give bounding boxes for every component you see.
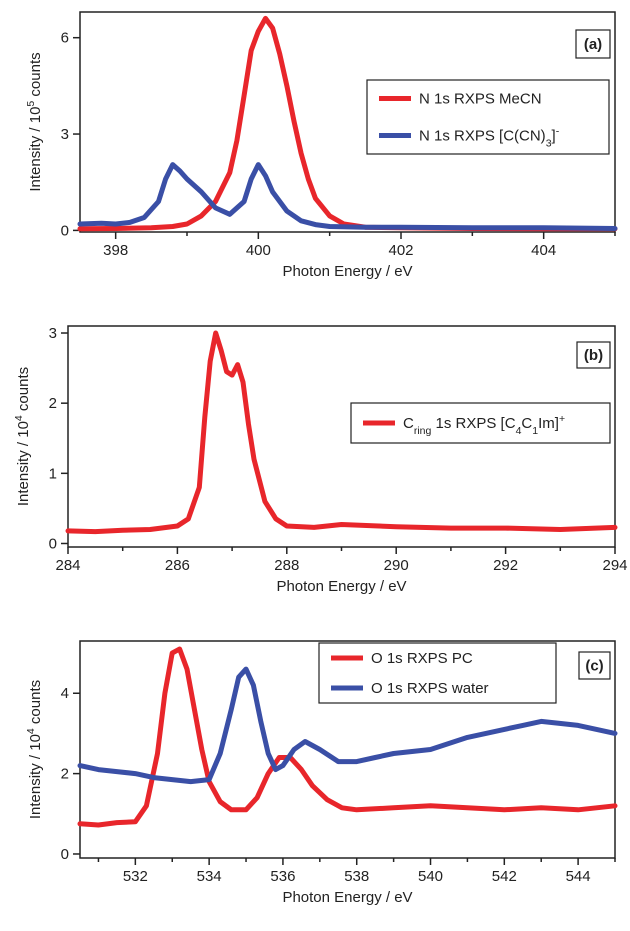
series-line-2 (77, 666, 618, 785)
x-tick-label: 290 (384, 557, 409, 574)
legend-box (318, 642, 557, 704)
x-tick-label: 288 (274, 557, 299, 574)
y-tick-label: 4 (61, 685, 69, 702)
x-tick-label: 540 (418, 868, 443, 885)
panel-tag-box (578, 651, 611, 680)
chart-panel-1: 398 400 402 404 0 3 6 Photon Energy / eV Intensi… (25, 11, 618, 280)
legend-label: O 1s RXPS water (371, 680, 489, 697)
x-tick-label: 542 (492, 868, 517, 885)
x-tick-label: 294 (602, 557, 627, 574)
y-tick-label: 0 (61, 222, 69, 239)
y-axis-label: Intensity / 104 counts (25, 680, 44, 819)
panel-tag: (b) (576, 341, 611, 369)
x-tick-label: 402 (388, 242, 413, 259)
panel-tag-box (575, 29, 611, 59)
legend: Cring 1s RXPS [C4C1Im]+ (350, 402, 611, 444)
panel-tag: (c) (578, 651, 611, 680)
y-tick-label: 0 (61, 846, 69, 863)
series-line-1 (65, 330, 618, 535)
y-tick-label: 2 (49, 395, 57, 412)
legend-label: Cring 1s RXPS [C4C1Im]+ (403, 413, 565, 437)
y-tick-label: 3 (61, 126, 69, 143)
panel-tag-label: (b) (584, 347, 603, 364)
x-tick-label: 544 (566, 868, 591, 885)
chart-panel-3: 532 534 536 538 540 542 544 0 2 4 Photon Energy / … (25, 640, 618, 906)
panel-tag-label: (a) (584, 36, 602, 53)
series-line-1 (77, 646, 618, 828)
x-tick-label: 534 (197, 868, 222, 885)
x-tick-label: 398 (103, 242, 128, 259)
x-tick-label: 284 (55, 557, 80, 574)
x-tick-label: 292 (493, 557, 518, 574)
x-tick-label: 538 (344, 868, 369, 885)
legend-label: N 1s RXPS MeCN (419, 91, 542, 108)
x-axis-label: Photon Energy / eV (282, 263, 412, 280)
legend-label: N 1s RXPS [C(CN)3]- (419, 126, 560, 150)
x-axis-label: Photon Energy / eV (282, 889, 412, 906)
x-tick-label: 400 (246, 242, 271, 259)
y-tick-label: 2 (61, 766, 69, 783)
y-axis-label: Intensity / 105 counts (25, 52, 44, 191)
legend: N 1s RXPS MeCN N 1s RXPS [C(CN)3]- (366, 79, 610, 155)
panel-tag-box (576, 341, 611, 369)
y-tick-label: 3 (49, 325, 57, 342)
panel-tag: (a) (575, 29, 611, 59)
y-tick-label: 0 (49, 535, 57, 552)
y-tick-label: 6 (61, 30, 69, 47)
legend: O 1s RXPS PC O 1s RXPS water (318, 642, 557, 704)
panel-tag-label: (c) (585, 658, 603, 675)
chart-panel-2: 284 286 288 290 292 294 0 1 2 3 Photon Energy / eV… (13, 325, 628, 595)
plot-frame (79, 11, 616, 233)
x-tick-label: 404 (531, 242, 556, 259)
y-axis-label: Intensity / 104 counts (13, 367, 32, 506)
legend-box (366, 79, 610, 155)
series-line-2 (77, 162, 618, 231)
x-tick-label: 286 (165, 557, 190, 574)
x-tick-label: 532 (123, 868, 148, 885)
x-axis-label: Photon Energy / eV (276, 578, 406, 595)
plot-frame (79, 640, 616, 859)
legend-label: O 1s RXPS PC (371, 650, 473, 667)
y-tick-label: 1 (49, 465, 57, 482)
x-tick-label: 536 (270, 868, 295, 885)
